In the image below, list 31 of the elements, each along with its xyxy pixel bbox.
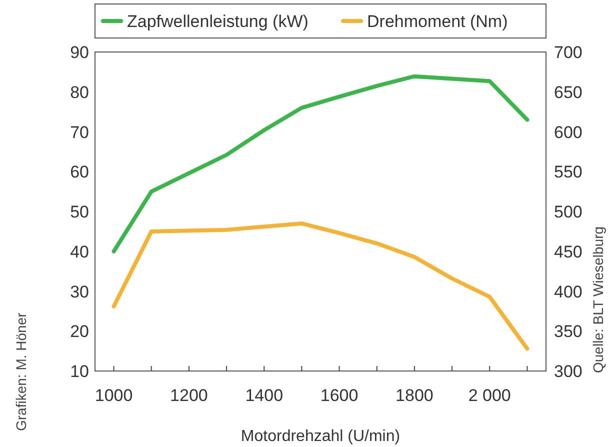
line-series	[112, 221, 530, 351]
y2-tick-label: 300	[554, 362, 582, 381]
y2-tick-label: 550	[554, 162, 582, 182]
y-tick-label: 80	[70, 82, 89, 102]
x-tick-label: 2 000	[468, 386, 511, 405]
y-tick-label: 50	[70, 202, 89, 222]
y2-tick-label: 350	[554, 322, 582, 342]
y-tick-label: 60	[70, 162, 89, 182]
legend-label: Drehmoment (Nm)	[367, 12, 508, 31]
y-tick-label: 40	[70, 242, 89, 262]
y2-tick-label: 700	[554, 43, 582, 62]
x-tick-label: 1200	[170, 386, 208, 405]
y-tick-label: 10	[70, 362, 89, 381]
text: Grafiken: M. Höner	[13, 312, 29, 431]
source-note: Quelle: BLT Wieselburg	[590, 226, 606, 373]
y2-tick-label: 650	[554, 82, 582, 102]
line-series	[112, 74, 530, 254]
y2-tick-label: 600	[554, 122, 582, 142]
legend-label: Zapfwellenleistung (kW)	[127, 12, 308, 31]
x-tick-label: 1600	[320, 386, 358, 405]
x-tick-label: 1400	[245, 386, 284, 405]
y-tick-label: 20	[70, 322, 89, 342]
x-axis-title: Motordrehzahl (U/min)	[240, 428, 400, 445]
x-tick-label: 1800	[396, 386, 434, 405]
y2-tick-label: 450	[554, 242, 582, 262]
x-tick-label: 1000	[94, 386, 133, 405]
y-tick-label: 70	[70, 122, 89, 142]
y2-tick-label: 400	[554, 282, 582, 302]
y2-tick-label: 500	[554, 202, 582, 222]
y-tick-label: 30	[70, 282, 89, 302]
y-tick-label: 90	[70, 43, 89, 62]
